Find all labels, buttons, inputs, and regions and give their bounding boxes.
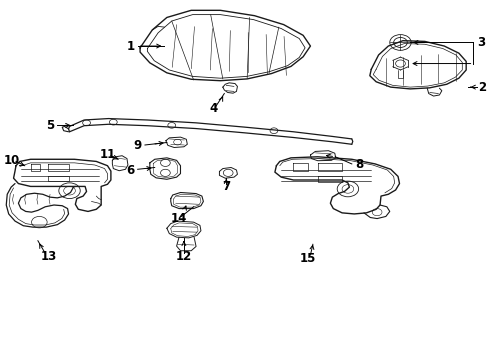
Text: 4: 4 [209, 102, 217, 115]
Text: 3: 3 [477, 36, 486, 49]
Text: 9: 9 [134, 139, 142, 152]
Text: 5: 5 [46, 119, 54, 132]
Text: 14: 14 [171, 212, 187, 225]
Text: 7: 7 [222, 180, 230, 193]
Text: 13: 13 [41, 250, 57, 263]
Text: 11: 11 [99, 148, 116, 161]
Text: 6: 6 [126, 164, 134, 177]
Text: 12: 12 [176, 250, 192, 263]
Text: 8: 8 [356, 158, 364, 171]
Text: 1: 1 [126, 40, 134, 53]
Text: 2: 2 [478, 81, 487, 94]
Text: 15: 15 [300, 252, 316, 265]
Text: 10: 10 [4, 154, 20, 167]
